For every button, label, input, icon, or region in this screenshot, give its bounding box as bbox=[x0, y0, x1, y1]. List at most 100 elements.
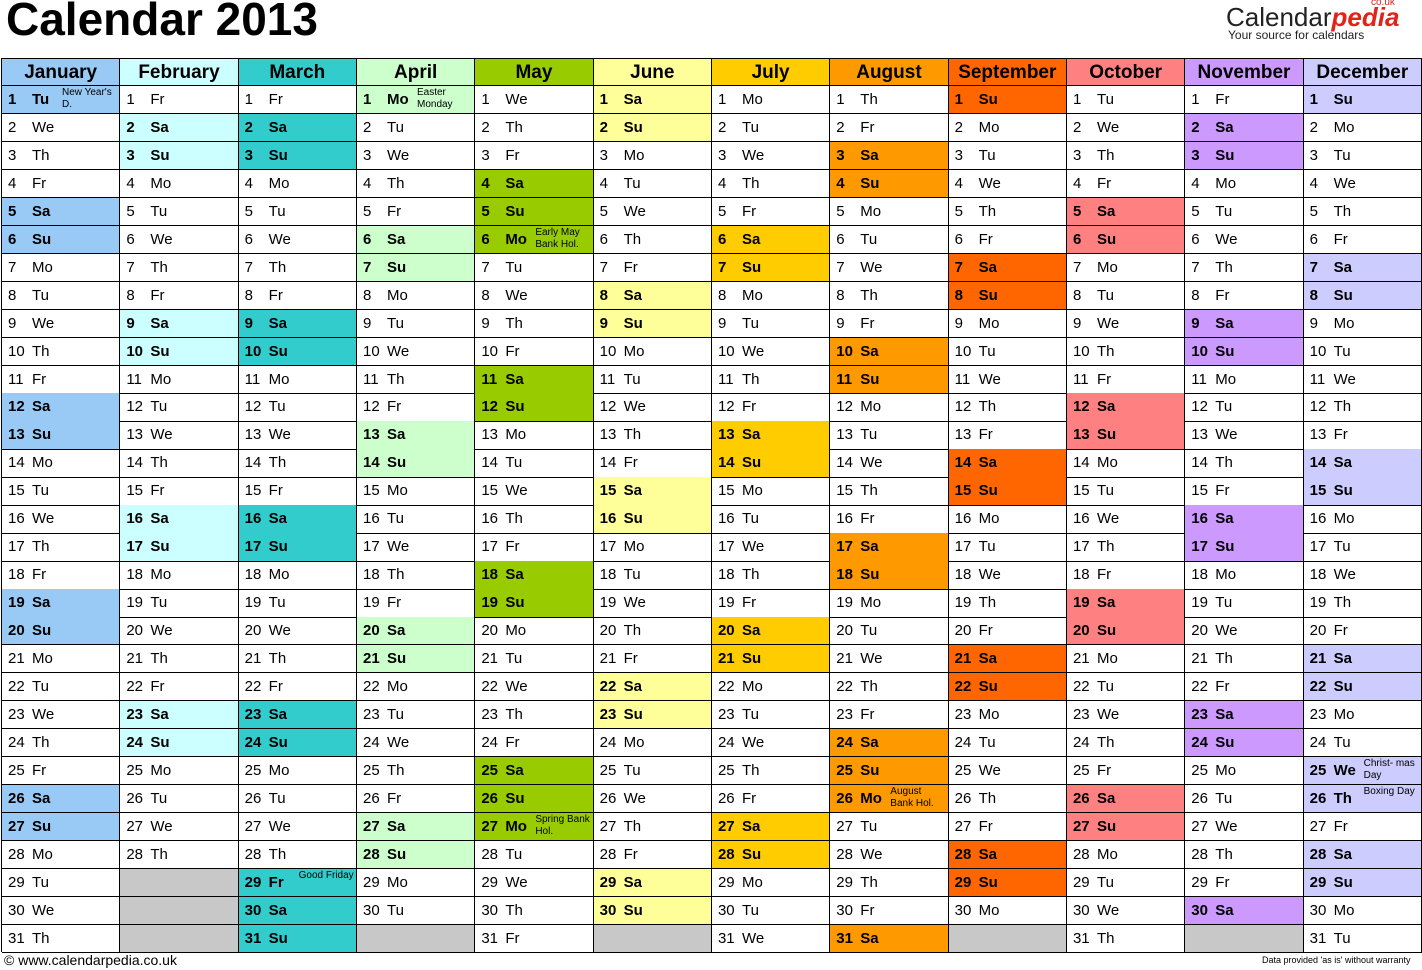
day-cell: 10 Mo bbox=[593, 337, 712, 366]
day-cell: 8 We bbox=[475, 281, 594, 311]
day-cell: 21 Mo bbox=[2, 645, 121, 674]
day-number: 24 bbox=[244, 733, 262, 751]
weekday-label: Mo bbox=[32, 258, 53, 276]
day-cell: 20 We bbox=[238, 617, 357, 646]
day-number: 26 bbox=[717, 789, 735, 807]
weekday-label: Th bbox=[1215, 454, 1233, 472]
weekday-label: Th bbox=[978, 202, 997, 220]
day-cell: 4 Th bbox=[356, 169, 476, 199]
day-number: 14 bbox=[8, 454, 25, 472]
day-number: 22 bbox=[599, 677, 617, 695]
day-number: 25 bbox=[244, 761, 262, 779]
weekday-label: Fr bbox=[505, 146, 520, 164]
logo-wordmark: Calendarpedia bbox=[1226, 2, 1400, 32]
day-number: 6 bbox=[717, 230, 727, 248]
day-number: 31 bbox=[717, 929, 735, 947]
day-number: 2 bbox=[717, 118, 727, 136]
weekday-label: Fr bbox=[1215, 286, 1230, 304]
day-cell: 8 Mo bbox=[711, 281, 831, 311]
weekday-label: Fr bbox=[268, 873, 284, 891]
day-cell: 16 Su bbox=[593, 505, 712, 534]
weekday-label: Sa bbox=[1096, 202, 1116, 220]
day-cell: 30 We bbox=[1066, 896, 1186, 925]
day-number: 30 bbox=[481, 901, 498, 919]
day-cell: 30 Fr bbox=[830, 896, 949, 925]
day-cell: 12 Su bbox=[475, 393, 594, 422]
day-cell: 28 Tu bbox=[475, 840, 594, 870]
weekday-label: Th bbox=[860, 286, 878, 304]
weekday-label: Su bbox=[32, 426, 52, 444]
weekday-label: We bbox=[505, 873, 528, 891]
weekday-label: Th bbox=[623, 426, 642, 444]
weekday-label: Fr bbox=[1333, 817, 1348, 835]
weekday-label: Mo bbox=[741, 677, 763, 695]
day-cell: 28 Th bbox=[238, 840, 357, 870]
day-number: 10 bbox=[954, 342, 972, 360]
day-number: 11 bbox=[8, 370, 24, 388]
footer-url[interactable]: © www.calendarpedia.co.uk bbox=[4, 952, 177, 968]
day-cell: 16 Fr bbox=[830, 505, 949, 534]
month-column-july: July 1 Mo 2 Tu 3 We 4 Th 5 Fr 6 Sa 7 Su 8 Mo 9 Tu 10 We 11 Th 1… bbox=[711, 59, 831, 953]
day-cell: 5 Tu bbox=[238, 197, 357, 227]
day-number: 29 bbox=[1191, 873, 1208, 891]
month-column-august: August 1 Th 2 Fr 3 Sa 4 Su 5 Mo 6 Tu 7 We 8 Th 9 Fr 10 Sa 11 S… bbox=[830, 59, 949, 953]
weekday-label: Tu bbox=[860, 230, 878, 248]
day-number: 1 bbox=[244, 91, 253, 108]
day-number: 6 bbox=[244, 230, 253, 248]
day-number: 28 bbox=[836, 845, 853, 863]
day-number: 28 bbox=[481, 845, 498, 863]
weekday-label: Tu bbox=[978, 342, 996, 360]
day-cell: 26 Tu bbox=[238, 784, 357, 814]
weekday-label: Th bbox=[860, 677, 878, 695]
weekday-label: We bbox=[978, 761, 1001, 779]
day-number: 22 bbox=[1191, 677, 1208, 695]
weekday-label: Fr bbox=[32, 370, 47, 388]
day-number: 21 bbox=[1309, 650, 1327, 667]
weekday-label: Th bbox=[1333, 398, 1352, 416]
weekday-label: Mo bbox=[1215, 174, 1237, 192]
weekday-label: Th bbox=[150, 258, 168, 276]
day-number: 20 bbox=[836, 622, 853, 640]
day-cell: 12 Th bbox=[1303, 393, 1422, 422]
weekday-label: Fr bbox=[386, 202, 402, 220]
day-number: 21 bbox=[244, 650, 262, 667]
day-number: 6 bbox=[362, 230, 372, 248]
weekday-label: We bbox=[32, 705, 55, 723]
day-number: 11 bbox=[954, 370, 971, 388]
weekday-label: Tu bbox=[1096, 873, 1114, 891]
day-cell: 5 Fr bbox=[711, 197, 831, 227]
day-cell: 10 Th bbox=[1066, 337, 1186, 366]
day-cell: 19 Mo bbox=[830, 589, 949, 618]
day-number: 31 bbox=[481, 929, 498, 947]
day-number: 15 bbox=[362, 482, 380, 500]
day-cell: 20 Fr bbox=[1303, 617, 1422, 646]
day-number: 2 bbox=[126, 118, 135, 136]
weekday-label: Th bbox=[32, 342, 50, 360]
day-number: 5 bbox=[1191, 202, 1200, 220]
weekday-label: Su bbox=[860, 761, 880, 779]
day-cell: 7 Su bbox=[356, 253, 476, 283]
day-number: 8 bbox=[717, 286, 727, 304]
weekday-label: Su bbox=[860, 370, 880, 388]
day-number: 10 bbox=[836, 342, 853, 360]
day-cell: 30 Su bbox=[593, 896, 712, 925]
day-number: 3 bbox=[1191, 146, 1200, 164]
weekday-label: Tu bbox=[150, 202, 168, 220]
weekday-label: Tu bbox=[32, 873, 49, 891]
day-cell: 22 Fr bbox=[120, 672, 239, 702]
day-number: 4 bbox=[836, 174, 845, 192]
weekday-label: We bbox=[1333, 174, 1356, 192]
weekday-label: Mo bbox=[1215, 761, 1237, 779]
weekday-label: Fr bbox=[741, 202, 757, 220]
month-header: December bbox=[1303, 59, 1422, 86]
day-number: 5 bbox=[244, 202, 253, 220]
month-column-october: October 1 Tu 2 We 3 Th 4 Fr 5 Sa 6 Su 7 Mo 8 Tu 9 We 10 Th 11… bbox=[1066, 59, 1186, 953]
weekday-label: Sa bbox=[150, 510, 169, 528]
day-cell: 18 Mo bbox=[1185, 561, 1304, 590]
day-number: 20 bbox=[126, 622, 144, 640]
day-cell: 16 Th bbox=[475, 505, 594, 534]
weekday-label: Sa bbox=[1215, 118, 1234, 136]
weekday-label: Th bbox=[1096, 733, 1115, 751]
weekday-label: Mo bbox=[32, 650, 53, 667]
calendarpedia-logo[interactable]: Calendarpedia co.uk Your source for cale… bbox=[1226, 0, 1422, 42]
